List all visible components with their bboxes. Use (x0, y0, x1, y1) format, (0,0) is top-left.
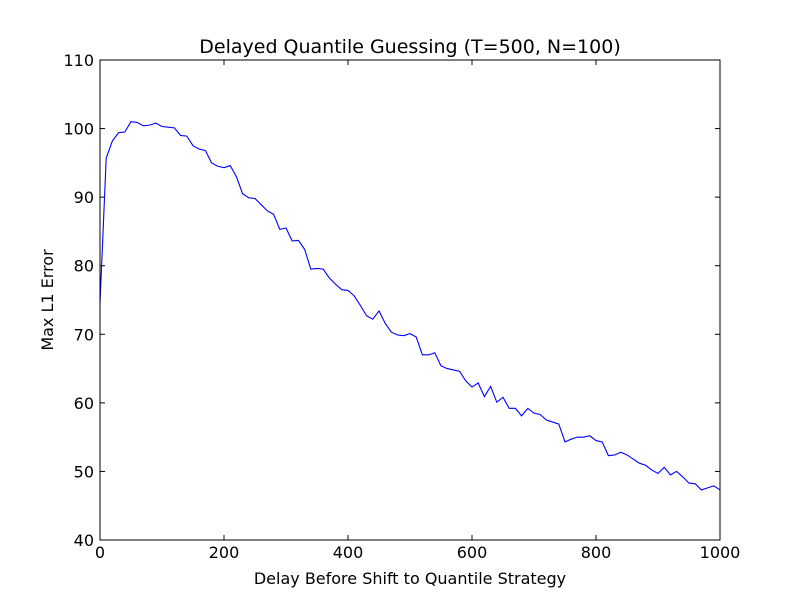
x-tick-label: 200 (209, 543, 240, 562)
axis-tick-labels: 0 200 400 600 800 1000 40 50 60 70 80 90 100 110 (63, 51, 740, 562)
y-tick-label: 50 (74, 462, 94, 481)
x-tick-label: 800 (581, 543, 612, 562)
y-tick-label: 100 (63, 120, 94, 139)
y-tick-label: 60 (74, 394, 94, 413)
x-tick-label: 600 (457, 543, 488, 562)
y-axis-label: Max L1 Error (38, 249, 57, 351)
x-tick-label: 0 (95, 543, 105, 562)
series-line (99, 121, 721, 491)
plot-frame (99, 59, 721, 541)
y-tick-label: 70 (74, 325, 94, 344)
y-tick-label: 110 (63, 51, 94, 70)
x-tick-label: 1000 (700, 543, 741, 562)
y-tick-label: 80 (74, 257, 94, 276)
chart-title: Delayed Quantile Guessing (T=500, N=100) (199, 36, 620, 58)
x-tick-label: 400 (333, 543, 364, 562)
x-axis-label: Delay Before Shift to Quantile Strategy (254, 569, 566, 588)
y-tick-label: 40 (74, 531, 94, 550)
y-tick-label: 90 (74, 188, 94, 207)
